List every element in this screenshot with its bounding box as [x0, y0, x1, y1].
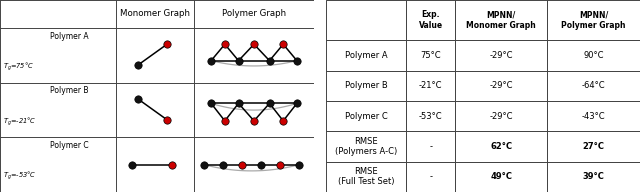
- Text: Polymer C: Polymer C: [345, 112, 388, 121]
- Text: -43°C: -43°C: [582, 112, 605, 121]
- Point: [206, 59, 216, 62]
- Text: -64°C: -64°C: [582, 81, 605, 90]
- Point: [249, 43, 259, 46]
- Point: [292, 59, 302, 62]
- Point: [162, 43, 172, 46]
- Point: [127, 163, 137, 166]
- Point: [133, 98, 143, 101]
- Point: [278, 119, 289, 122]
- Text: MPNN/
Polymer Graph: MPNN/ Polymer Graph: [561, 10, 626, 30]
- Point: [234, 59, 244, 62]
- Text: MPNN/
Monomer Graph: MPNN/ Monomer Graph: [467, 10, 536, 30]
- Point: [275, 163, 285, 166]
- Text: 90°C: 90°C: [584, 51, 604, 60]
- Text: Exp.
Value: Exp. Value: [419, 10, 443, 30]
- Text: $T_g$=75°C: $T_g$=75°C: [3, 60, 34, 73]
- Point: [206, 102, 216, 105]
- Point: [199, 163, 209, 166]
- Text: $T_g$=-53°C: $T_g$=-53°C: [3, 170, 36, 182]
- Point: [162, 118, 172, 121]
- Text: Polymer B: Polymer B: [345, 81, 388, 90]
- Point: [249, 119, 259, 122]
- Text: 39°C: 39°C: [583, 172, 605, 181]
- Point: [218, 163, 228, 166]
- Text: Polymer C: Polymer C: [50, 141, 88, 150]
- Text: -29°C: -29°C: [490, 51, 513, 60]
- Text: RMSE
(Polymers A-C): RMSE (Polymers A-C): [335, 137, 397, 156]
- Point: [237, 163, 247, 166]
- Point: [264, 102, 275, 105]
- Point: [292, 102, 302, 105]
- Point: [294, 163, 305, 166]
- Point: [220, 43, 230, 46]
- Text: Monomer Graph: Monomer Graph: [120, 9, 190, 18]
- Text: -21°C: -21°C: [419, 81, 442, 90]
- Text: -29°C: -29°C: [490, 81, 513, 90]
- Point: [278, 43, 289, 46]
- Point: [168, 163, 178, 166]
- Point: [256, 163, 266, 166]
- Text: -: -: [429, 172, 432, 181]
- Text: Polymer Graph: Polymer Graph: [222, 9, 286, 18]
- Text: 75°C: 75°C: [420, 51, 441, 60]
- Point: [234, 102, 244, 105]
- Text: -53°C: -53°C: [419, 112, 442, 121]
- Text: Polymer A: Polymer A: [345, 51, 388, 60]
- Text: -: -: [429, 142, 432, 151]
- Point: [264, 59, 275, 62]
- Text: Polymer A: Polymer A: [50, 32, 88, 41]
- Text: 62°C: 62°C: [490, 142, 512, 151]
- Text: -29°C: -29°C: [490, 112, 513, 121]
- Text: Polymer B: Polymer B: [50, 86, 88, 95]
- Point: [133, 64, 143, 67]
- Text: 27°C: 27°C: [583, 142, 605, 151]
- Text: $T_g$=-21°C: $T_g$=-21°C: [3, 115, 36, 128]
- Point: [220, 119, 230, 122]
- Text: RMSE
(Full Test Set): RMSE (Full Test Set): [338, 167, 395, 186]
- Text: 49°C: 49°C: [490, 172, 512, 181]
